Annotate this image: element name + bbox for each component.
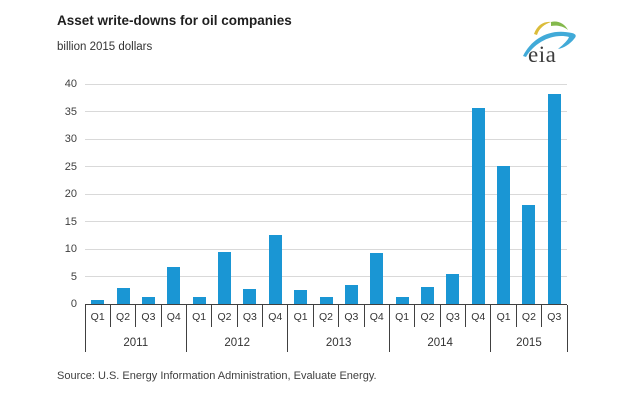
quarter-separator-tick xyxy=(465,305,467,327)
quarter-label: Q4 xyxy=(268,311,283,323)
quarter-label: Q1 xyxy=(496,311,511,323)
quarter-label: Q4 xyxy=(166,311,181,323)
quarter-separator-tick xyxy=(109,305,111,327)
quarter-separator-tick xyxy=(211,305,213,327)
gridline xyxy=(85,166,567,167)
quarter-label: Q3 xyxy=(547,311,562,323)
quarter-label: Q1 xyxy=(192,311,207,323)
quarter-separator-tick xyxy=(541,305,543,327)
gridline xyxy=(85,83,567,85)
quarter-label: Q4 xyxy=(369,311,384,323)
bar xyxy=(370,252,384,304)
bar xyxy=(522,205,536,304)
gridline xyxy=(85,138,567,140)
quarter-separator-tick xyxy=(160,305,162,327)
year-label: 2012 xyxy=(224,337,250,349)
gridline xyxy=(85,248,567,250)
gridline xyxy=(85,221,567,222)
eia-swoosh-icon xyxy=(523,21,576,57)
y-axis-tick-label: 10 xyxy=(64,243,77,255)
bar xyxy=(192,296,206,304)
year-label: 2013 xyxy=(325,337,352,349)
gridline xyxy=(85,111,567,112)
gridline xyxy=(85,193,567,195)
quarter-label: Q1 xyxy=(395,311,410,323)
year-separator-tick xyxy=(185,305,187,352)
eia-logo-text: eia xyxy=(528,42,557,67)
quarter-label: Q2 xyxy=(217,311,232,323)
bar xyxy=(141,297,155,304)
gridline xyxy=(85,276,567,277)
quarter-label: Q2 xyxy=(521,311,536,323)
quarter-label: Q4 xyxy=(471,311,486,323)
quarter-label: Q2 xyxy=(420,311,435,323)
bar xyxy=(167,267,181,304)
plot-area: 0 5 10 15 20 25 30 35 40 Q1 Q2 Q3 Q4 Q1 Q2 Q3 Q4 Q1 Q2 Q3 Q4… xyxy=(65,78,568,352)
year-separator-tick xyxy=(388,305,390,352)
chart-subtitle: billion 2015 dollars xyxy=(57,41,153,53)
y-axis-tick-label: 25 xyxy=(64,160,77,173)
bar xyxy=(344,284,358,304)
bar xyxy=(218,251,232,304)
bar xyxy=(395,296,409,304)
year-separator-tick xyxy=(84,305,86,352)
bar xyxy=(547,93,561,304)
quarter-separator-tick xyxy=(515,305,517,327)
year-label: 2014 xyxy=(427,337,453,349)
quarter-separator-tick xyxy=(262,305,264,327)
source-note: Source: U.S. Energy Information Administ… xyxy=(57,370,377,382)
bar xyxy=(294,290,308,304)
y-axis-tick-label: 15 xyxy=(64,215,77,228)
year-label: 2011 xyxy=(123,337,149,349)
quarter-label: Q3 xyxy=(344,311,359,323)
quarter-separator-tick xyxy=(363,305,365,327)
quarter-label: Q3 xyxy=(242,311,257,323)
y-axis-tick-label: 5 xyxy=(70,270,77,283)
year-separator-tick xyxy=(566,305,568,352)
quarter-label: Q3 xyxy=(141,311,156,323)
y-axis-tick-label: 30 xyxy=(64,133,77,145)
quarter-separator-tick xyxy=(236,305,238,327)
quarter-separator-tick xyxy=(338,305,340,327)
bar xyxy=(446,273,460,304)
bar xyxy=(116,287,130,304)
year-label: 2015 xyxy=(516,337,542,349)
quarter-separator-tick xyxy=(312,305,314,327)
eia-logo: eia xyxy=(520,16,580,68)
year-separator-tick xyxy=(287,305,289,352)
quarter-label: Q1 xyxy=(293,311,308,323)
y-axis-tick-label: 35 xyxy=(64,105,77,118)
bar xyxy=(319,297,333,304)
y-axis-tick-label: 20 xyxy=(64,188,77,200)
bar xyxy=(243,288,257,304)
bar xyxy=(420,286,434,304)
quarter-label: Q3 xyxy=(445,311,460,323)
quarter-label: Q2 xyxy=(116,311,131,323)
bar xyxy=(471,108,485,304)
y-axis-tick-label: 0 xyxy=(70,298,77,310)
quarter-separator-tick xyxy=(414,305,416,327)
quarter-label: Q2 xyxy=(318,311,333,323)
bar xyxy=(91,300,105,304)
bar xyxy=(268,234,282,304)
year-separator-tick xyxy=(490,305,492,352)
quarter-separator-tick xyxy=(135,305,137,327)
y-axis-tick-label: 40 xyxy=(64,78,77,90)
x-axis-line xyxy=(85,304,567,305)
quarter-separator-tick xyxy=(439,305,441,327)
bar xyxy=(497,165,511,304)
quarter-label: Q1 xyxy=(90,311,105,323)
chart-title: Asset write-downs for oil companies xyxy=(57,13,292,28)
